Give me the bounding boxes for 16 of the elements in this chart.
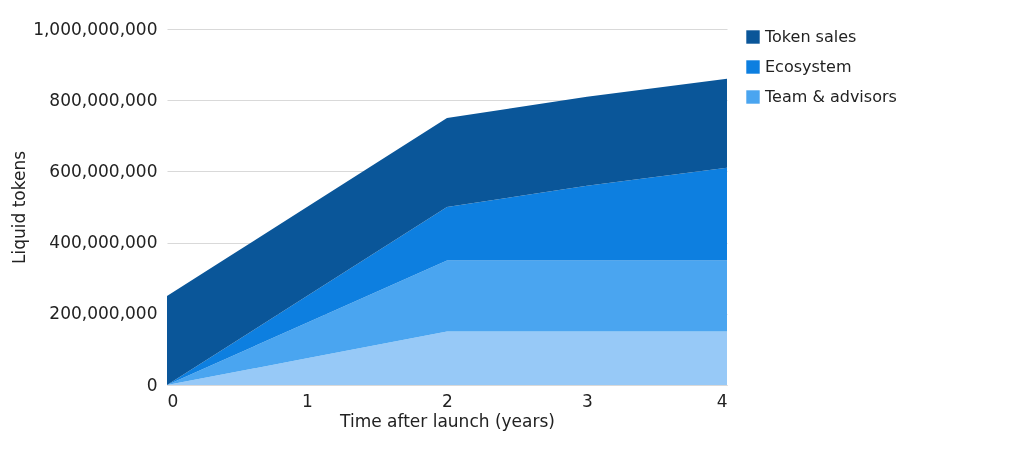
legend-label: Token sales xyxy=(764,27,857,46)
x-tick-label: 2 xyxy=(442,390,453,411)
x-tick-label: 3 xyxy=(582,390,593,411)
y-tick-label: 200,000,000 xyxy=(49,303,158,324)
legend-label: Team & advisors xyxy=(764,87,897,106)
y-tick-label: 1,000,000,000 xyxy=(33,18,158,39)
y-tick-label: 400,000,000 xyxy=(49,232,158,253)
y-tick-label: 0 xyxy=(146,374,158,395)
y-tick-label: 800,000,000 xyxy=(49,89,158,110)
y-tick-label: 600,000,000 xyxy=(49,160,158,181)
y-axis-title: Liquid tokens xyxy=(9,150,30,265)
legend-label: Ecosystem xyxy=(765,57,852,76)
x-tick-label: 0 xyxy=(167,390,179,411)
x-axis-title: Time after launch (years) xyxy=(339,410,555,431)
x-tick-label: 1 xyxy=(302,390,313,411)
x-tick-label: 4 xyxy=(716,390,728,411)
